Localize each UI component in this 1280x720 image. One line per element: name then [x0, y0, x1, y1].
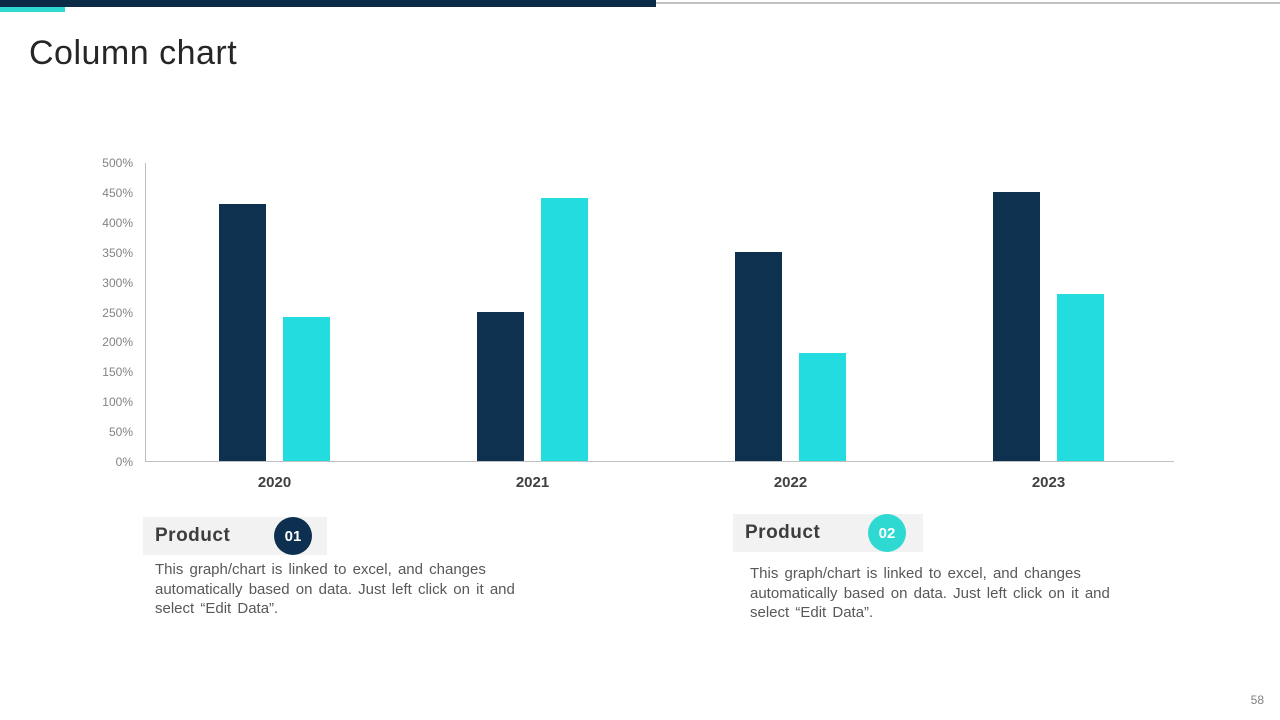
bar-product-01-2020[interactable]	[219, 203, 266, 461]
legend-card-product-01: Product 01	[143, 517, 327, 555]
bar-product-02-2023[interactable]	[1057, 293, 1104, 461]
bar-product-01-2021[interactable]	[477, 311, 524, 461]
plot-area[interactable]: 2020 2021 2022 2023	[145, 163, 1174, 491]
bar-product-02-2021[interactable]	[541, 197, 588, 461]
bar-product-02-2020[interactable]	[283, 317, 330, 461]
page-number: 58	[1250, 693, 1264, 707]
y-axis-tick-label: 250%	[102, 305, 133, 320]
y-axis-tick-label: 100%	[102, 395, 133, 410]
product-02-description: This graph/chart is linked to excel, and…	[750, 565, 1110, 621]
x-axis-category-label: 2023	[1031, 474, 1066, 491]
y-axis-tick-label: 400%	[102, 215, 133, 230]
header-line	[656, 2, 1280, 4]
product-02-badge: 02	[868, 514, 906, 552]
y-axis-tick-label: 200%	[102, 335, 133, 350]
legend-card-product-02: Product 02	[733, 514, 923, 552]
product-01-description: This graph/chart is linked to excel, and…	[155, 561, 515, 617]
y-axis-tick-label: 50%	[108, 425, 133, 440]
page-title: Column chart	[29, 34, 238, 72]
x-axis-category-label: 2022	[773, 474, 808, 491]
bar-product-01-2023[interactable]	[993, 191, 1040, 461]
y-axis-tick-label: 500%	[102, 156, 133, 170]
y-axis-tick-label: 300%	[102, 275, 133, 290]
y-axis-tick-label: 350%	[102, 245, 133, 260]
x-axis-category-label: 2020	[257, 474, 292, 491]
bar-product-01-2022[interactable]	[735, 251, 782, 461]
y-axis-tick-label: 0%	[115, 455, 133, 469]
header-accent-bar	[0, 7, 65, 12]
x-axis-category-label: 2021	[515, 474, 550, 491]
header-bar	[0, 0, 656, 7]
bar-product-02-2022[interactable]	[799, 353, 846, 461]
y-axis-tick-label: 450%	[102, 185, 133, 200]
product-01-label: Product	[155, 525, 231, 546]
y-axis: 500% 450% 400% 350% 300% 250% 200% 150% 100% 50% 0…	[70, 156, 133, 469]
y-axis-tick-label: 150%	[102, 365, 133, 380]
product-01-badge: 01	[274, 517, 312, 555]
product-02-label: Product	[745, 522, 821, 543]
